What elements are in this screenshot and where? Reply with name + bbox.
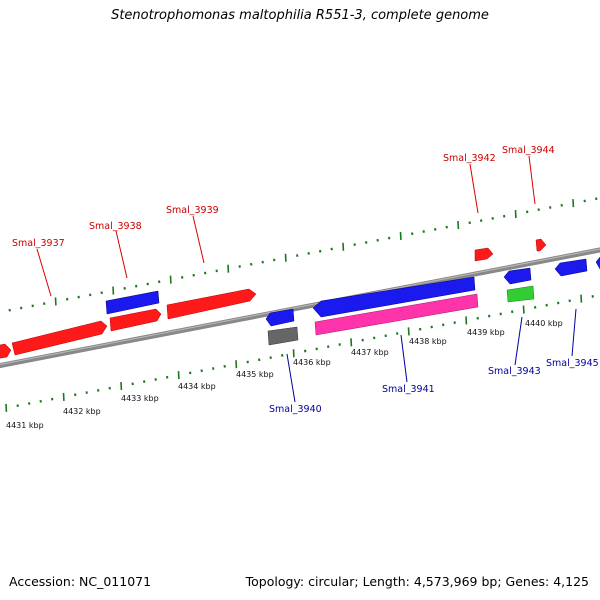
reverse-features (105, 256, 600, 327)
cds-forward (474, 247, 494, 262)
rna-feature-pink (314, 293, 479, 336)
genome-summary: Topology: circular; Length: 4,573,969 bp… (245, 574, 589, 589)
cds-reverse (554, 258, 588, 277)
genome-backbone (0, 247, 600, 369)
forward-leader-lines (36, 155, 536, 297)
gene-label-forward: Smal_3937 (12, 238, 65, 249)
scale-label: 4436 kbp (293, 358, 331, 367)
reverse-gene-labels: Smal_3940 Smal_3941 Smal_3943 Smal_3945 (269, 358, 599, 415)
cds-forward (166, 288, 257, 320)
gene-label-forward: Smal_3938 (89, 221, 142, 232)
cds-reverse (105, 290, 160, 315)
gene-label-reverse: Smal_3941 (382, 384, 435, 395)
scale-labels: 4431 kbp 4432 kbp 4433 kbp 4434 kbp 4435… (6, 319, 563, 430)
scale-label: 4435 kbp (236, 370, 274, 379)
scale-label: 4431 kbp (6, 421, 44, 430)
forward-gene-labels: Smal_3937 Smal_3938 Smal_3939 Smal_3942 … (12, 145, 555, 249)
gene-label-forward: Smal_3939 (166, 205, 219, 216)
map-title: Stenotrophomonas maltophilia R551-3, com… (111, 8, 489, 23)
cds-reverse (595, 256, 600, 270)
scale-label: 4437 kbp (351, 348, 389, 357)
cds-reverse (265, 308, 295, 327)
scale-label: 4439 kbp (467, 328, 505, 337)
gene-label-reverse: Smal_3945 (546, 358, 599, 369)
cds-reverse (503, 267, 532, 285)
cds-forward (11, 320, 108, 356)
gene-label-reverse: Smal_3943 (488, 366, 541, 377)
scale-label: 4440 kbp (525, 319, 563, 328)
gene-label-forward: Smal_3942 (443, 153, 496, 164)
scale-label: 4434 kbp (178, 382, 216, 391)
cds-forward (109, 308, 162, 332)
gray-feature (267, 326, 299, 346)
scale-label: 4433 kbp (121, 394, 159, 403)
scale-label: 4438 kbp (409, 337, 447, 346)
gene-label-forward: Smal_3944 (502, 145, 555, 156)
reverse-leader-lines (286, 308, 577, 403)
gene-label-reverse: Smal_3940 (269, 404, 322, 415)
cds-forward (0, 343, 12, 359)
cds-reverse (312, 276, 476, 318)
cds-forward (535, 238, 547, 252)
scale-label: 4432 kbp (63, 407, 101, 416)
forward-features (0, 238, 547, 359)
rna-feature-green (506, 285, 535, 303)
tick-marks (5, 197, 598, 412)
accession-label: Accession: NC_011071 (9, 574, 152, 589)
